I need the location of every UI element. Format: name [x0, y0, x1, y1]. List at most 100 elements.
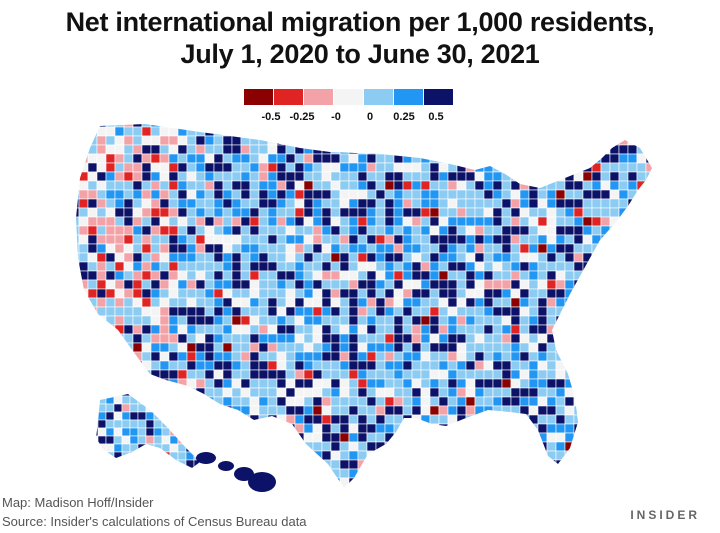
county-cell	[195, 198, 206, 209]
county-cell	[600, 387, 611, 398]
county-cell	[564, 369, 575, 380]
hawaii-island	[218, 461, 234, 471]
county-cell	[222, 360, 233, 371]
county-cell	[591, 171, 602, 182]
county-cell	[193, 395, 200, 405]
county-cell	[231, 486, 242, 488]
county-cell	[222, 135, 233, 146]
county-cell	[204, 306, 215, 317]
county-cell	[303, 324, 314, 335]
county-cell	[402, 315, 413, 326]
county-cell	[96, 403, 99, 413]
county-cell	[420, 126, 431, 137]
county-cell	[592, 496, 601, 498]
county-cell	[312, 261, 323, 272]
county-cell	[267, 387, 278, 398]
county-cell	[186, 297, 197, 308]
county-cell	[339, 486, 350, 488]
county-cell	[492, 450, 503, 461]
county-cell	[429, 144, 440, 155]
county-cell	[249, 279, 260, 290]
county-cell	[195, 126, 206, 137]
county-cell	[528, 171, 539, 182]
county-cell	[375, 405, 386, 416]
county-cell	[114, 351, 125, 362]
county-cell	[456, 124, 467, 128]
county-cell	[537, 396, 548, 407]
county-cell	[312, 351, 323, 362]
county-cell	[483, 342, 494, 353]
county-cell	[213, 126, 224, 137]
county-cell	[366, 198, 377, 209]
county-cell	[357, 189, 368, 200]
county-cell	[411, 144, 422, 155]
county-cell	[105, 288, 116, 299]
county-cell	[600, 261, 611, 272]
county-cell	[474, 477, 485, 488]
county-cell	[412, 496, 421, 498]
county-cell	[420, 124, 431, 128]
county-cell	[195, 252, 206, 263]
county-cell	[492, 270, 503, 281]
county-cell	[636, 477, 647, 488]
county-cell	[636, 441, 647, 452]
county-cell	[573, 234, 584, 245]
county-cell	[276, 288, 287, 299]
county-cell	[483, 162, 494, 173]
county-cell	[153, 403, 163, 413]
county-cell	[618, 243, 629, 254]
county-cell	[375, 414, 386, 425]
county-cell	[600, 171, 611, 182]
county-cell	[159, 225, 170, 236]
county-cell	[609, 270, 620, 281]
county-cell	[121, 394, 131, 397]
county-cell	[411, 360, 422, 371]
county-cell	[357, 243, 368, 254]
county-cell	[76, 324, 80, 335]
county-cell	[123, 270, 134, 281]
county-cell	[123, 135, 134, 146]
county-cell	[402, 180, 413, 191]
county-cell	[132, 459, 143, 470]
county-cell	[510, 180, 521, 191]
county-cell	[366, 144, 377, 155]
county-cell	[267, 180, 278, 191]
county-cell	[105, 234, 116, 245]
county-cell	[474, 468, 485, 479]
county-cell	[96, 270, 107, 281]
county-cell	[339, 198, 350, 209]
county-cell	[76, 162, 80, 173]
county-cell	[330, 423, 341, 434]
county-cell	[285, 288, 296, 299]
county-cell	[213, 171, 224, 182]
county-cell	[303, 387, 314, 398]
county-cell	[411, 198, 422, 209]
county-cell	[447, 261, 458, 272]
county-cell	[321, 216, 332, 227]
county-cell	[393, 162, 404, 173]
county-cell	[609, 153, 620, 164]
county-cell	[348, 216, 359, 227]
county-cell	[240, 306, 251, 317]
county-cell	[501, 288, 512, 299]
county-cell	[528, 423, 539, 434]
county-cell	[465, 189, 476, 200]
county-cell	[168, 261, 179, 272]
county-cell	[384, 423, 395, 434]
county-cell	[609, 423, 620, 434]
county-cell	[537, 279, 548, 290]
county-cell	[528, 126, 539, 137]
county-cell	[501, 135, 512, 146]
county-cell	[213, 207, 224, 218]
county-cell	[249, 342, 260, 353]
county-cell	[204, 432, 215, 443]
county-cell	[294, 270, 305, 281]
county-cell	[384, 189, 395, 200]
county-cell	[240, 387, 251, 398]
county-cell	[231, 243, 242, 254]
county-cell	[510, 126, 521, 137]
county-cell	[474, 432, 485, 443]
county-cell	[438, 180, 449, 191]
county-cell	[113, 451, 123, 461]
county-cell	[636, 207, 647, 218]
